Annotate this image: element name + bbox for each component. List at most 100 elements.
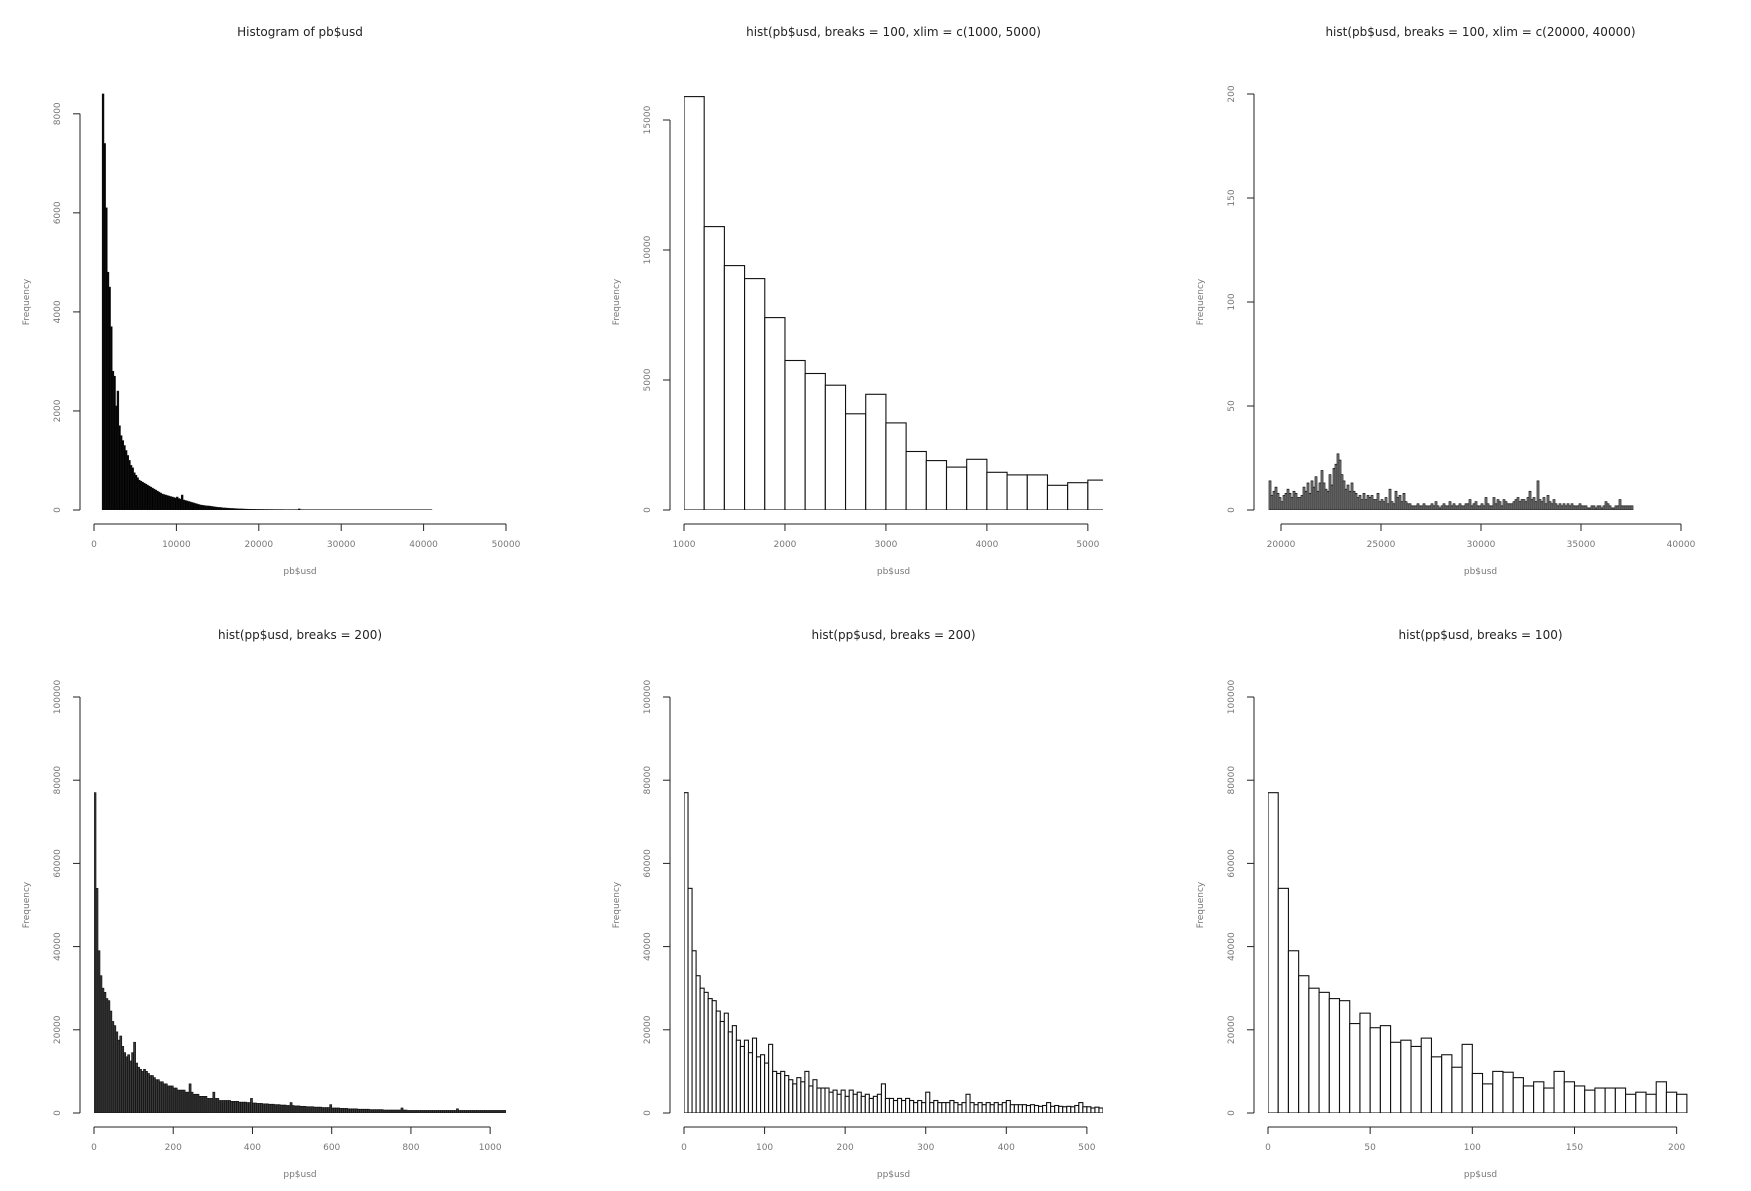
x-tick-label: 200 [1668, 1143, 1685, 1153]
histogram-bar [784, 1075, 790, 1113]
histogram-bar [872, 1095, 878, 1113]
y-tick-label: 60000 [1227, 849, 1237, 878]
y-tick-label: 60000 [643, 849, 653, 878]
y-tick-label: 80000 [643, 766, 653, 795]
x-tick-label: 20000 [244, 540, 273, 550]
y-axis-label: Frequency [612, 278, 622, 325]
histogram-bar [824, 1087, 830, 1113]
y-tick-label: 40000 [643, 932, 653, 961]
x-tick-label: 50000 [492, 540, 521, 550]
histogram-bar [1468, 499, 1472, 510]
histogram-bar [699, 987, 705, 1113]
histogram-bar [1078, 1102, 1084, 1113]
histogram-bar [1338, 1000, 1351, 1113]
x-tick-label: 2000 [774, 540, 797, 550]
bar-group [1268, 792, 1688, 1113]
histogram-bar [816, 1087, 822, 1113]
x-tick-label: 50 [1364, 1143, 1376, 1153]
histogram-bar [917, 1099, 923, 1113]
histogram-bar [1098, 1107, 1103, 1113]
histogram-bar [840, 1089, 846, 1113]
x-tick-label: 0 [91, 1143, 97, 1153]
y-tick-label: 2000 [53, 399, 63, 422]
histogram-bar [856, 1091, 862, 1113]
histogram-bar [1369, 1027, 1381, 1113]
y-tick-label: 150 [1227, 189, 1237, 206]
bar-group [1268, 453, 1634, 510]
histogram-bar [1066, 1105, 1072, 1113]
histogram-bar [719, 1020, 725, 1113]
histogram-bar [925, 460, 948, 510]
histogram-bar [755, 1056, 762, 1113]
histogram-bar [695, 975, 701, 1113]
histogram-bar [969, 1102, 975, 1113]
bar-group [684, 792, 1103, 1113]
x-tick-label: 200 [165, 1143, 182, 1153]
x-tick-label: 1000 [479, 1143, 502, 1153]
histogram-bar [888, 1097, 895, 1113]
histogram-bar [824, 384, 847, 510]
y-axis-label: Frequency [1196, 278, 1206, 325]
histogram-bar [945, 466, 968, 510]
histogram-bar [852, 1093, 858, 1113]
histogram-bar [905, 1097, 911, 1113]
x-tick-label: 35000 [1567, 540, 1596, 550]
histogram-bar [929, 1102, 935, 1113]
histogram-bar [876, 1093, 882, 1113]
x-axis-label: pb$usd [1464, 567, 1497, 577]
histogram-panel: hist(pp$usd, breaks = 100) 0 50 100 150 200 pp… [1196, 628, 1688, 1180]
histogram-bar [1400, 1039, 1412, 1113]
histogram-bar [1625, 1093, 1637, 1113]
histogram-bar [1006, 474, 1028, 510]
x-axis-label: pb$usd [877, 567, 910, 577]
histogram-bar [1461, 1043, 1473, 1113]
histogram-bar [993, 1102, 999, 1113]
bar-group [684, 96, 1103, 510]
histogram-bar [1082, 1106, 1088, 1113]
histogram-bar [997, 1104, 1003, 1113]
histogram-bar [1536, 480, 1540, 510]
histogram-bar [1379, 1025, 1392, 1113]
histogram-bar [1046, 484, 1069, 510]
histogram-bar [764, 1062, 770, 1113]
histogram-bar [1287, 950, 1300, 1113]
histogram-bar [1298, 975, 1310, 1113]
x-tick-label: 600 [323, 1143, 340, 1153]
histogram-bar [687, 887, 693, 1113]
y-tick-label: 5000 [643, 368, 653, 391]
histogram-bar [703, 226, 725, 510]
histogram-bar [1481, 1083, 1494, 1113]
histogram-bar [1594, 1087, 1606, 1113]
x-axis-label: pp$usd [877, 1170, 910, 1180]
chart-title: hist(pb$usd, breaks = 100, xlim = c(2000… [1325, 25, 1635, 39]
histogram-bar [1441, 1054, 1453, 1113]
x-tick-label: 500 [1078, 1143, 1095, 1153]
y-tick-label: 0 [643, 507, 653, 513]
histogram-bar [1543, 1087, 1555, 1113]
histogram-bar [1388, 488, 1392, 510]
histogram-bar [1087, 479, 1103, 510]
histogram-bar [684, 96, 705, 510]
x-tick-label: 0 [91, 540, 97, 550]
histogram-bar [1050, 1105, 1056, 1113]
histogram-bar [885, 422, 907, 510]
x-tick-label: 40000 [1667, 540, 1696, 550]
histogram-bar [1614, 1087, 1627, 1113]
x-tick-label: 400 [244, 1143, 261, 1153]
histogram-bar [880, 1083, 886, 1113]
histogram-bar [1390, 1041, 1402, 1113]
histogram-bar [1328, 998, 1341, 1113]
y-tick-label: 0 [643, 1110, 653, 1116]
x-tick-label: 800 [402, 1143, 419, 1153]
histogram-bar [800, 1081, 806, 1113]
y-tick-label: 20000 [643, 1015, 653, 1044]
histogram-bar [909, 1099, 915, 1113]
x-tick-label: 3000 [874, 540, 897, 550]
histogram-bar [780, 1070, 786, 1113]
y-axis-label: Frequency [1196, 881, 1206, 928]
x-axis-label: pp$usd [1464, 1170, 1497, 1180]
histogram-bar [945, 1102, 951, 1113]
histogram-bar [1584, 1089, 1596, 1113]
y-axis-label: Frequency [22, 278, 32, 325]
x-axis-label: pp$usd [283, 1170, 316, 1180]
